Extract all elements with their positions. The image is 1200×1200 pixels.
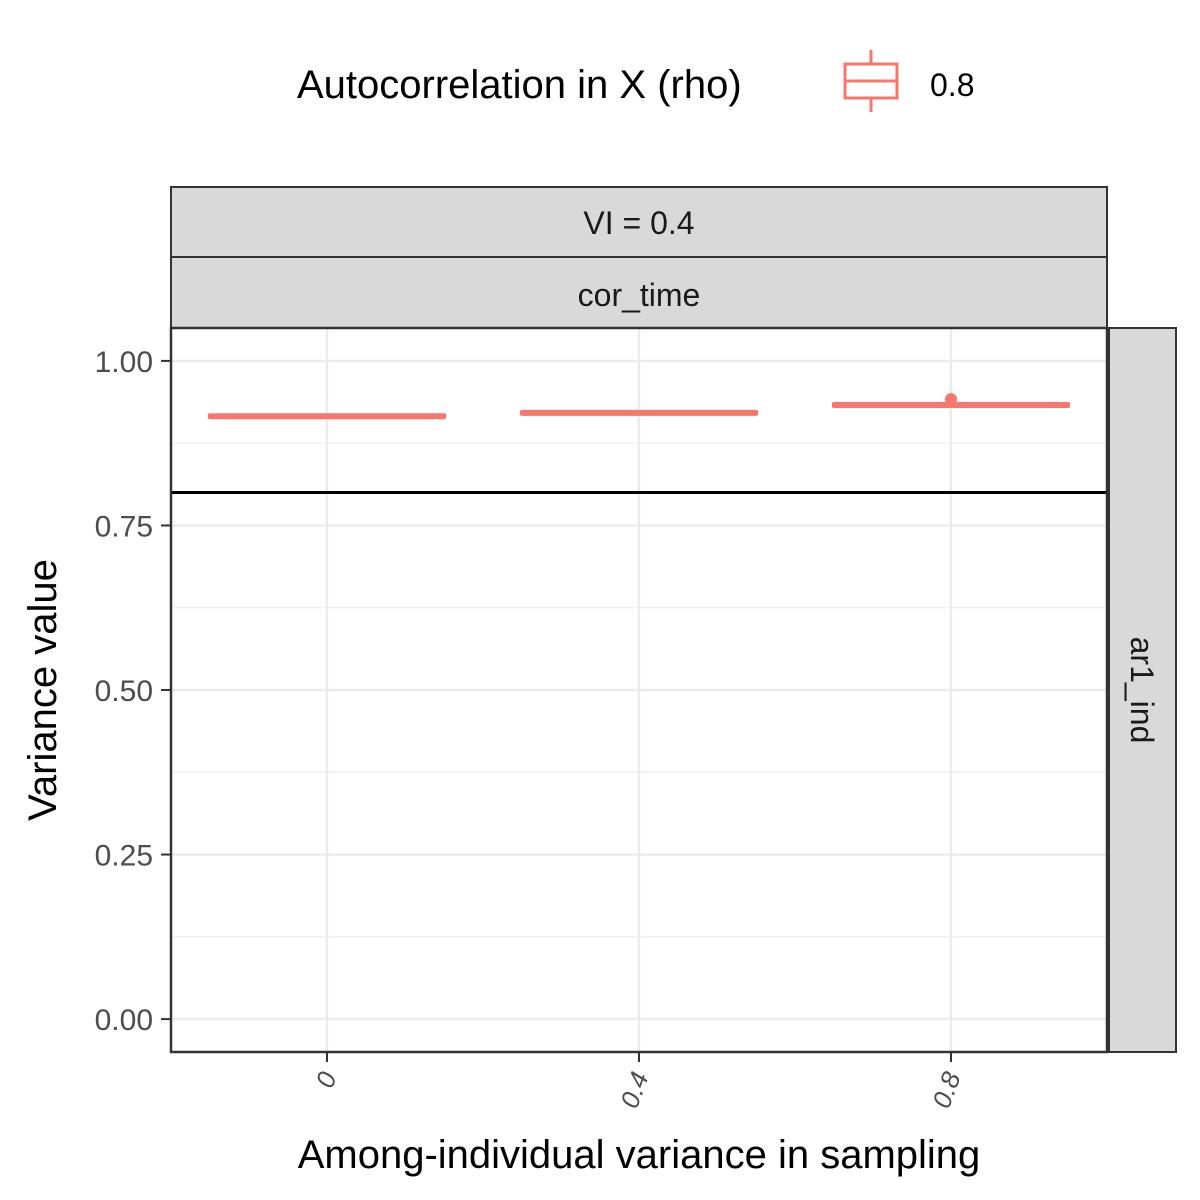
- x-tick-label: 0: [309, 1067, 342, 1091]
- x-axis: 0 0.4 0.8: [309, 1052, 967, 1112]
- top-strip-1-label: VI = 0.4: [583, 205, 694, 241]
- boxplot: [520, 409, 758, 416]
- boxes: [208, 393, 1070, 420]
- y-tick-label: 0.50: [95, 675, 153, 708]
- x-tick-label: 0.8: [926, 1067, 967, 1112]
- y-tick-label: 1.00: [95, 346, 153, 379]
- boxplot: [832, 393, 1070, 409]
- legend: Autocorrelation in X (rho) 0.8: [297, 50, 974, 112]
- legend-entry-label: 0.8: [930, 67, 974, 103]
- y-tick-label: 0.00: [95, 1004, 153, 1037]
- y-tick-label: 0.75: [95, 510, 153, 543]
- legend-title: Autocorrelation in X (rho): [297, 63, 742, 107]
- x-axis-title: Among-individual variance in sampling: [298, 1133, 981, 1177]
- right-strip-label: ar1_ind: [1124, 637, 1160, 744]
- top-strip-2: cor_time: [170, 256, 1108, 329]
- y-tick-label: 0.25: [95, 840, 153, 873]
- y-axis-title: Variance value: [21, 559, 65, 821]
- legend-key-box: [843, 50, 899, 112]
- y-axis: 0.00 0.25 0.50 0.75 1.00: [95, 346, 171, 1037]
- top-strip-2-label: cor_time: [578, 277, 701, 313]
- top-strip-1: VI = 0.4: [170, 186, 1108, 258]
- boxplot: [208, 413, 446, 420]
- x-tick-label: 0.4: [614, 1068, 655, 1112]
- outlier-point: [945, 393, 957, 406]
- grid: [171, 328, 1107, 1052]
- right-strip: ar1_ind: [1108, 327, 1177, 1053]
